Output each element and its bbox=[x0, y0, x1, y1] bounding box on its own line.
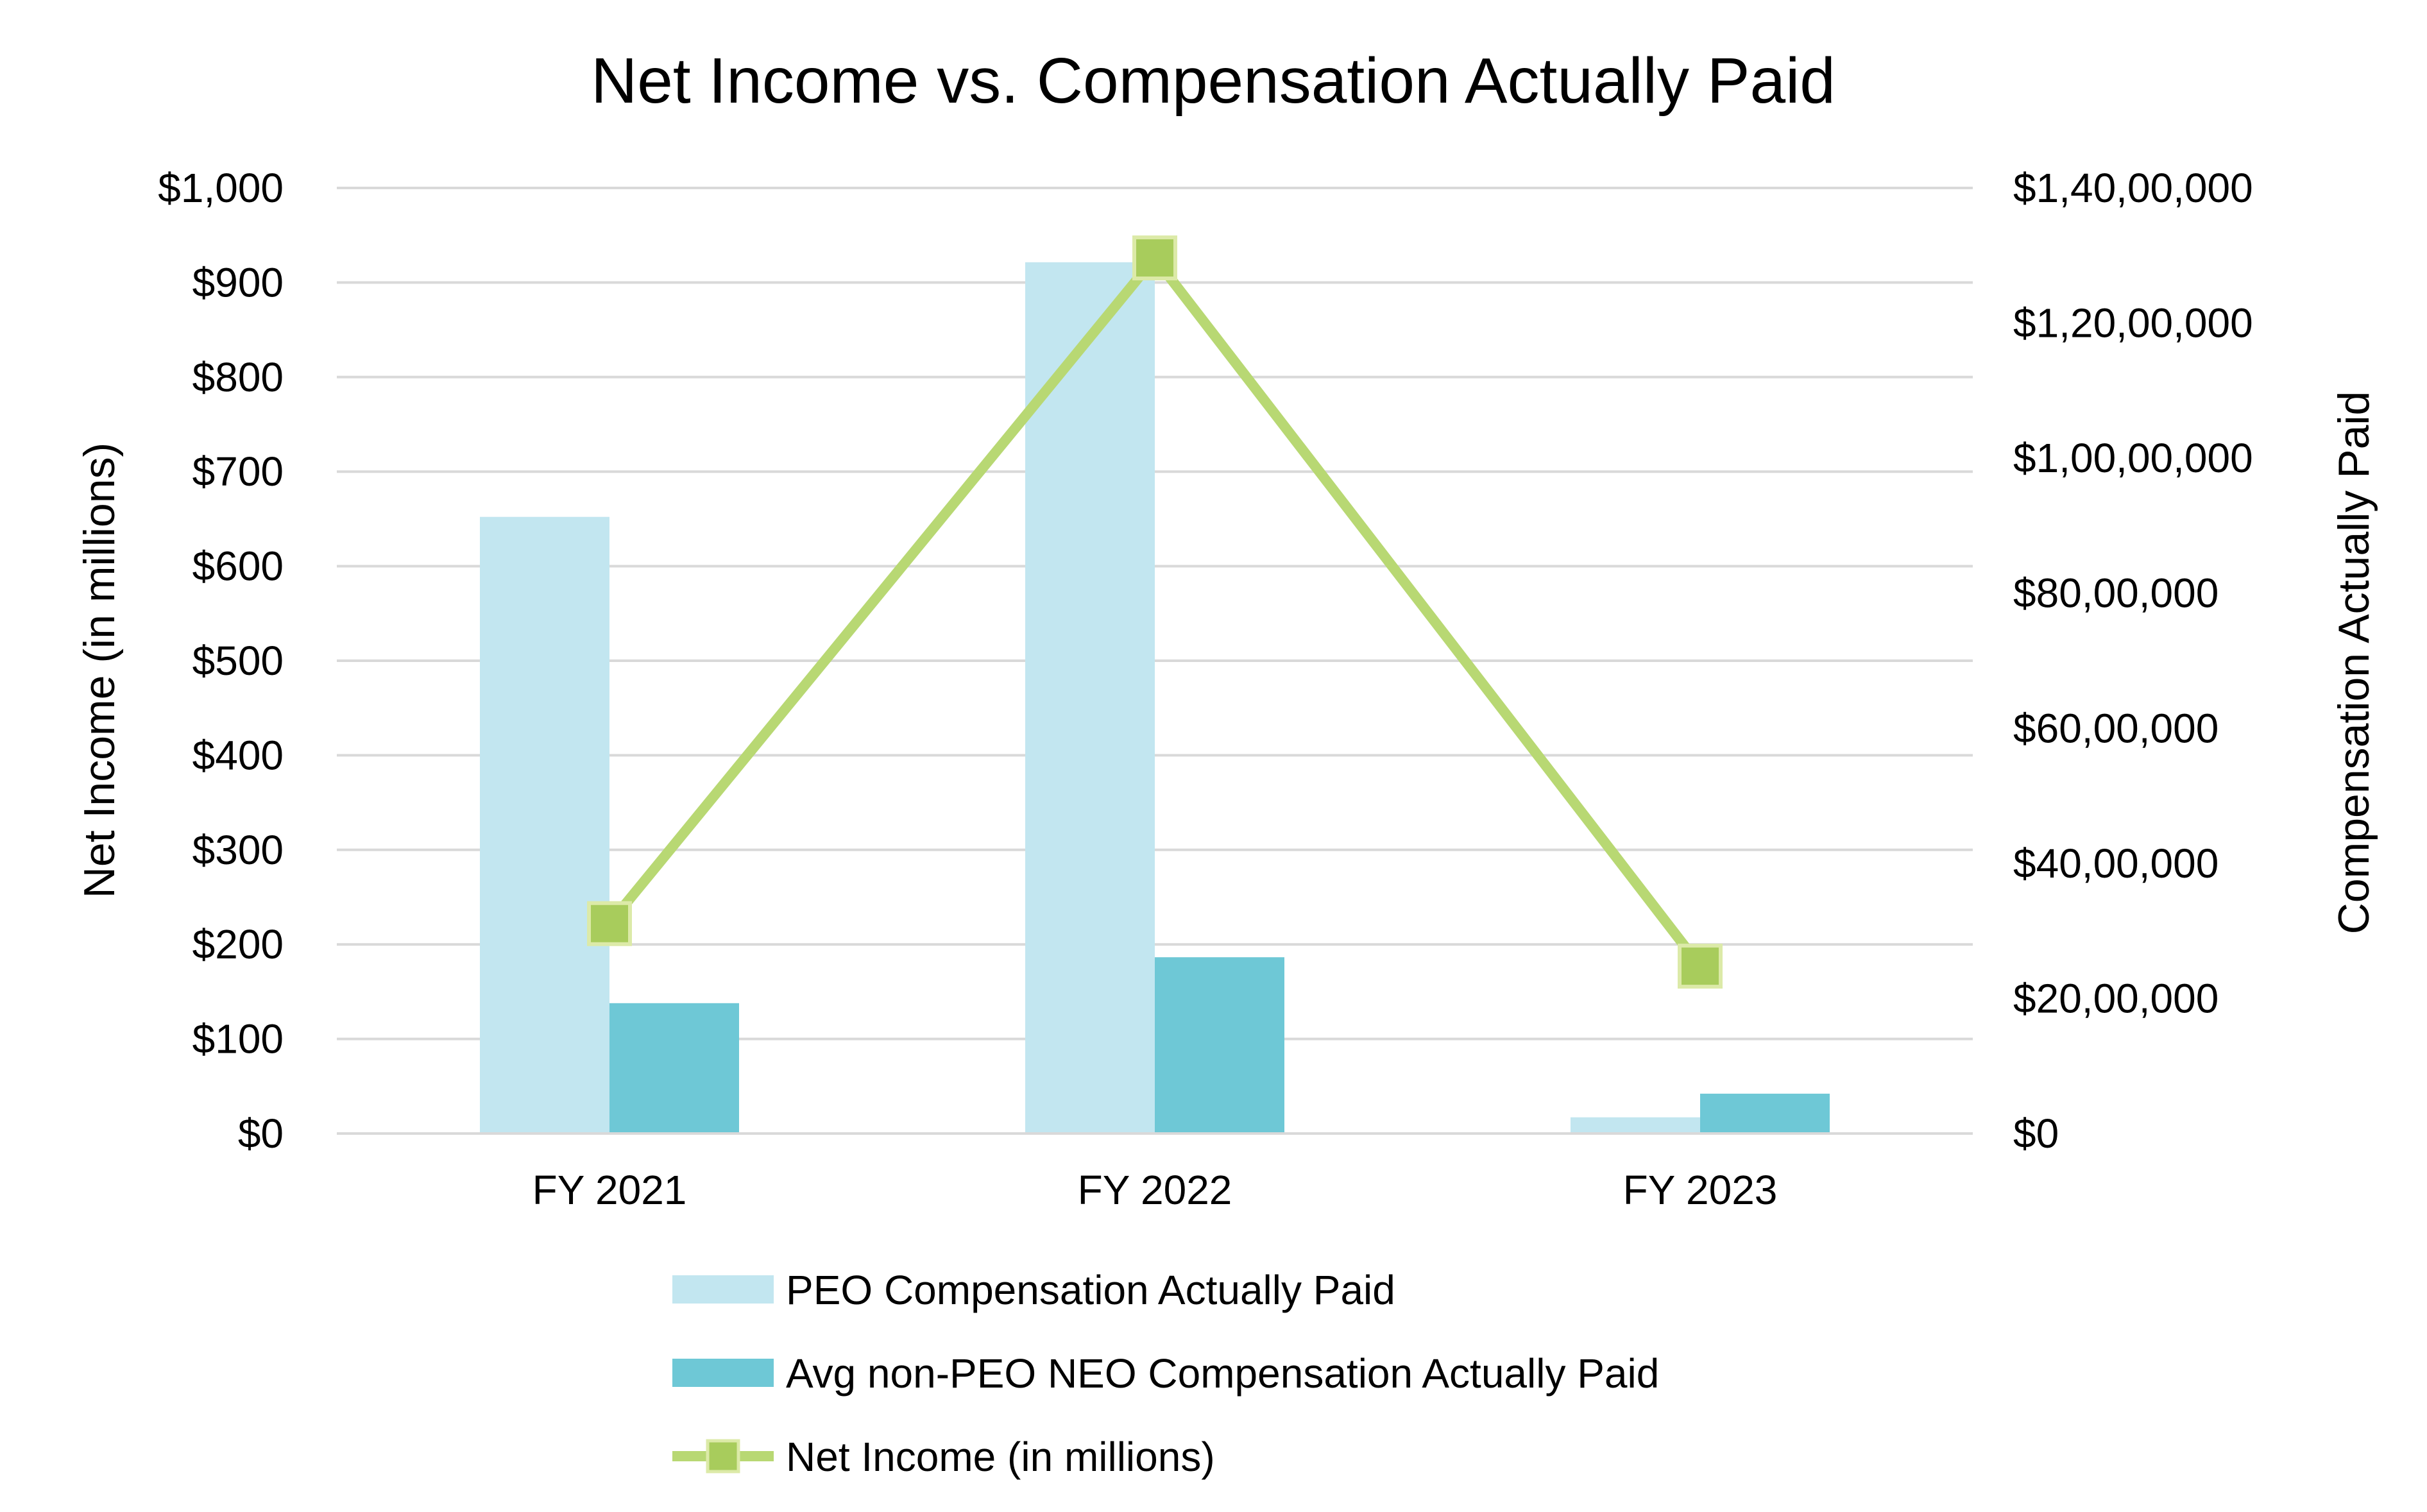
left-tick-label: $600 bbox=[192, 543, 284, 590]
legend-label: PEO Compensation Actually Paid bbox=[786, 1267, 1395, 1313]
net-income-marker-3 bbox=[1678, 944, 1723, 989]
x-tick-label: FY 2022 bbox=[1078, 1167, 1232, 1213]
left-tick-label: $900 bbox=[192, 259, 284, 305]
bar-peo-2 bbox=[1025, 262, 1155, 1134]
left-tick-label: $100 bbox=[192, 1016, 284, 1062]
bar-non-peo-2 bbox=[1155, 957, 1284, 1134]
right-tick-label: $0 bbox=[2013, 1110, 2059, 1157]
x-tick-label: FY 2023 bbox=[1623, 1167, 1778, 1213]
net-income-marker-2 bbox=[1132, 235, 1177, 281]
legend-label: Net Income (in millions) bbox=[786, 1434, 1215, 1480]
left-tick-label: $0 bbox=[238, 1110, 284, 1157]
bar-non-peo-3 bbox=[1700, 1093, 1830, 1134]
bars bbox=[480, 262, 1830, 1134]
legend-marker bbox=[706, 1439, 740, 1474]
legend-swatch bbox=[672, 1359, 774, 1387]
x-axis: FY 2021 FY 2022 FY 2023 bbox=[337, 1132, 1973, 1213]
left-tick-label: $1,000 bbox=[158, 165, 284, 211]
chart-title: Net Income vs. Compensation Actually Pai… bbox=[591, 45, 1835, 117]
right-tick-label: $1,00,00,000 bbox=[2013, 435, 2253, 481]
bar-peo-1 bbox=[480, 516, 609, 1134]
right-tick-label: $60,00,000 bbox=[2013, 705, 2218, 751]
legend-swatch bbox=[672, 1275, 774, 1304]
x-tick-label: FY 2021 bbox=[532, 1167, 687, 1213]
left-tick-label: $300 bbox=[192, 827, 284, 873]
left-tick-label: $400 bbox=[192, 732, 284, 778]
left-tick-label: $500 bbox=[192, 638, 284, 684]
left-axis: $0 $100 $200 $300 $400 $500 $600 $700 $800 $900 $1… bbox=[158, 165, 284, 1157]
right-axis: $0 $20,00,000 $40,00,000 $60,00,000 $80,00,0… bbox=[2013, 165, 2253, 1157]
right-axis-label: Compensation Actually Paid bbox=[2329, 391, 2378, 935]
bar-non-peo-1 bbox=[609, 1003, 739, 1134]
right-tick-label: $80,00,000 bbox=[2013, 570, 2218, 616]
net-income-marker-1 bbox=[587, 901, 632, 946]
legend-label: Avg non-PEO NEO Compensation Actually Pa… bbox=[786, 1350, 1659, 1397]
left-axis-label: Net Income (in millions) bbox=[75, 443, 124, 898]
left-tick-label: $800 bbox=[192, 354, 284, 400]
right-tick-label: $1,40,00,000 bbox=[2013, 165, 2253, 211]
bar-peo-3 bbox=[1571, 1117, 1700, 1134]
left-tick-label: $700 bbox=[192, 448, 284, 495]
right-tick-label: $1,20,00,000 bbox=[2013, 300, 2253, 346]
right-tick-label: $40,00,000 bbox=[2013, 840, 2218, 887]
line-series bbox=[587, 235, 1723, 989]
legend: PEO Compensation Actually Paid Avg non-PE… bbox=[672, 1267, 1659, 1480]
left-tick-label: $200 bbox=[192, 921, 284, 967]
right-tick-label: $20,00,000 bbox=[2013, 975, 2218, 1021]
